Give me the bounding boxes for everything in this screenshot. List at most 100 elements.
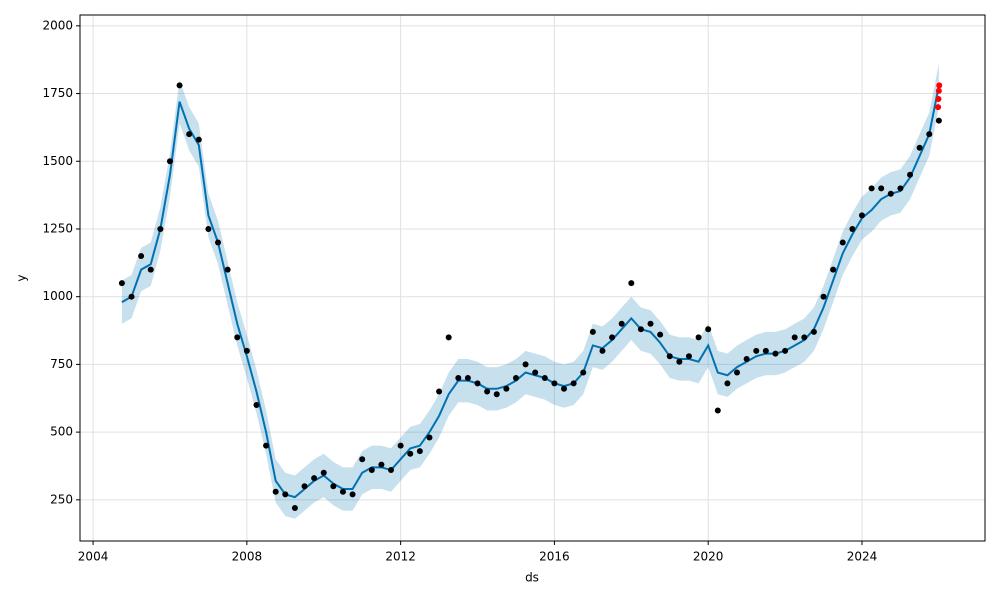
data-point	[935, 104, 942, 111]
data-point	[282, 491, 289, 498]
data-point	[609, 334, 616, 341]
data-point	[330, 483, 337, 490]
data-point	[676, 358, 683, 365]
data-point	[714, 407, 721, 414]
data-point	[224, 266, 231, 273]
data-point	[628, 280, 635, 287]
x-tick-label: 2012	[385, 550, 416, 564]
data-point	[936, 82, 943, 89]
uncertainty-band	[121, 63, 939, 519]
data-point	[935, 87, 942, 94]
data-point	[897, 185, 904, 192]
data-point	[349, 491, 356, 498]
data-point	[926, 131, 933, 138]
data-point	[445, 334, 452, 341]
y-tick-label: 1750	[42, 86, 73, 100]
data-point	[618, 320, 625, 327]
data-point	[243, 347, 250, 354]
data-point	[416, 448, 423, 455]
data-point	[743, 355, 750, 362]
data-point	[176, 82, 183, 89]
data-point	[263, 442, 270, 449]
data-point	[157, 225, 164, 232]
x-tick-label: 2024	[847, 550, 878, 564]
y-tick-label: 500	[50, 425, 73, 439]
data-point	[436, 388, 443, 395]
data-point	[647, 320, 654, 327]
data-point	[820, 293, 827, 300]
data-point	[724, 380, 731, 387]
data-point	[695, 334, 702, 341]
data-point	[782, 347, 789, 354]
y-tick-label: 2000	[42, 18, 73, 32]
data-point	[368, 467, 375, 474]
data-point	[887, 190, 894, 197]
data-point	[186, 131, 193, 138]
x-tick-label: 2016	[539, 550, 570, 564]
y-tick-label: 250	[50, 492, 73, 506]
data-point	[705, 326, 712, 333]
data-point	[426, 434, 433, 441]
data-point	[839, 239, 846, 246]
x-tick-label: 2004	[78, 550, 109, 564]
data-point	[532, 369, 539, 376]
data-point	[666, 353, 673, 360]
y-tick-label: 1250	[42, 221, 73, 235]
data-point	[589, 328, 596, 335]
data-point	[916, 144, 923, 151]
data-point	[503, 385, 510, 392]
data-point	[551, 380, 558, 387]
data-point	[907, 171, 914, 178]
data-point	[868, 185, 875, 192]
data-point	[657, 331, 664, 338]
data-point	[935, 95, 942, 102]
data-point	[378, 461, 385, 468]
data-point	[599, 347, 606, 354]
data-point	[484, 388, 491, 395]
data-point	[541, 374, 548, 381]
data-point	[762, 347, 769, 354]
data-point	[388, 467, 395, 474]
data-point	[772, 350, 779, 357]
data-point	[166, 158, 173, 165]
data-point	[474, 380, 481, 387]
data-point	[397, 442, 404, 449]
data-point	[301, 483, 308, 490]
data-point	[464, 374, 471, 381]
data-point	[522, 361, 529, 368]
forecast-line	[121, 85, 940, 499]
data-point	[234, 334, 241, 341]
x-axis-label: ds	[525, 571, 539, 585]
data-point	[359, 456, 366, 463]
data-point	[253, 402, 260, 409]
data-point	[339, 488, 346, 495]
data-point	[801, 334, 808, 341]
y-tick-label: 1500	[42, 154, 73, 168]
data-point	[291, 504, 298, 511]
data-point	[320, 469, 327, 476]
data-point	[734, 369, 741, 376]
data-point	[878, 185, 885, 192]
data-point	[810, 328, 817, 335]
y-axis-label: y	[15, 274, 29, 281]
data-point	[215, 239, 222, 246]
data-point	[561, 385, 568, 392]
data-point	[147, 266, 154, 273]
data-point	[570, 380, 577, 387]
data-point	[272, 488, 279, 495]
data-point	[637, 326, 644, 333]
data-point	[205, 225, 212, 232]
data-point	[830, 266, 837, 273]
data-point	[849, 225, 856, 232]
data-point	[195, 136, 202, 143]
data-point	[118, 280, 125, 287]
data-point	[138, 253, 145, 260]
data-point	[858, 212, 865, 219]
data-point	[128, 293, 135, 300]
data-point	[685, 353, 692, 360]
plot-frame	[79, 14, 986, 542]
data-point	[407, 450, 414, 457]
data-point	[753, 347, 760, 354]
